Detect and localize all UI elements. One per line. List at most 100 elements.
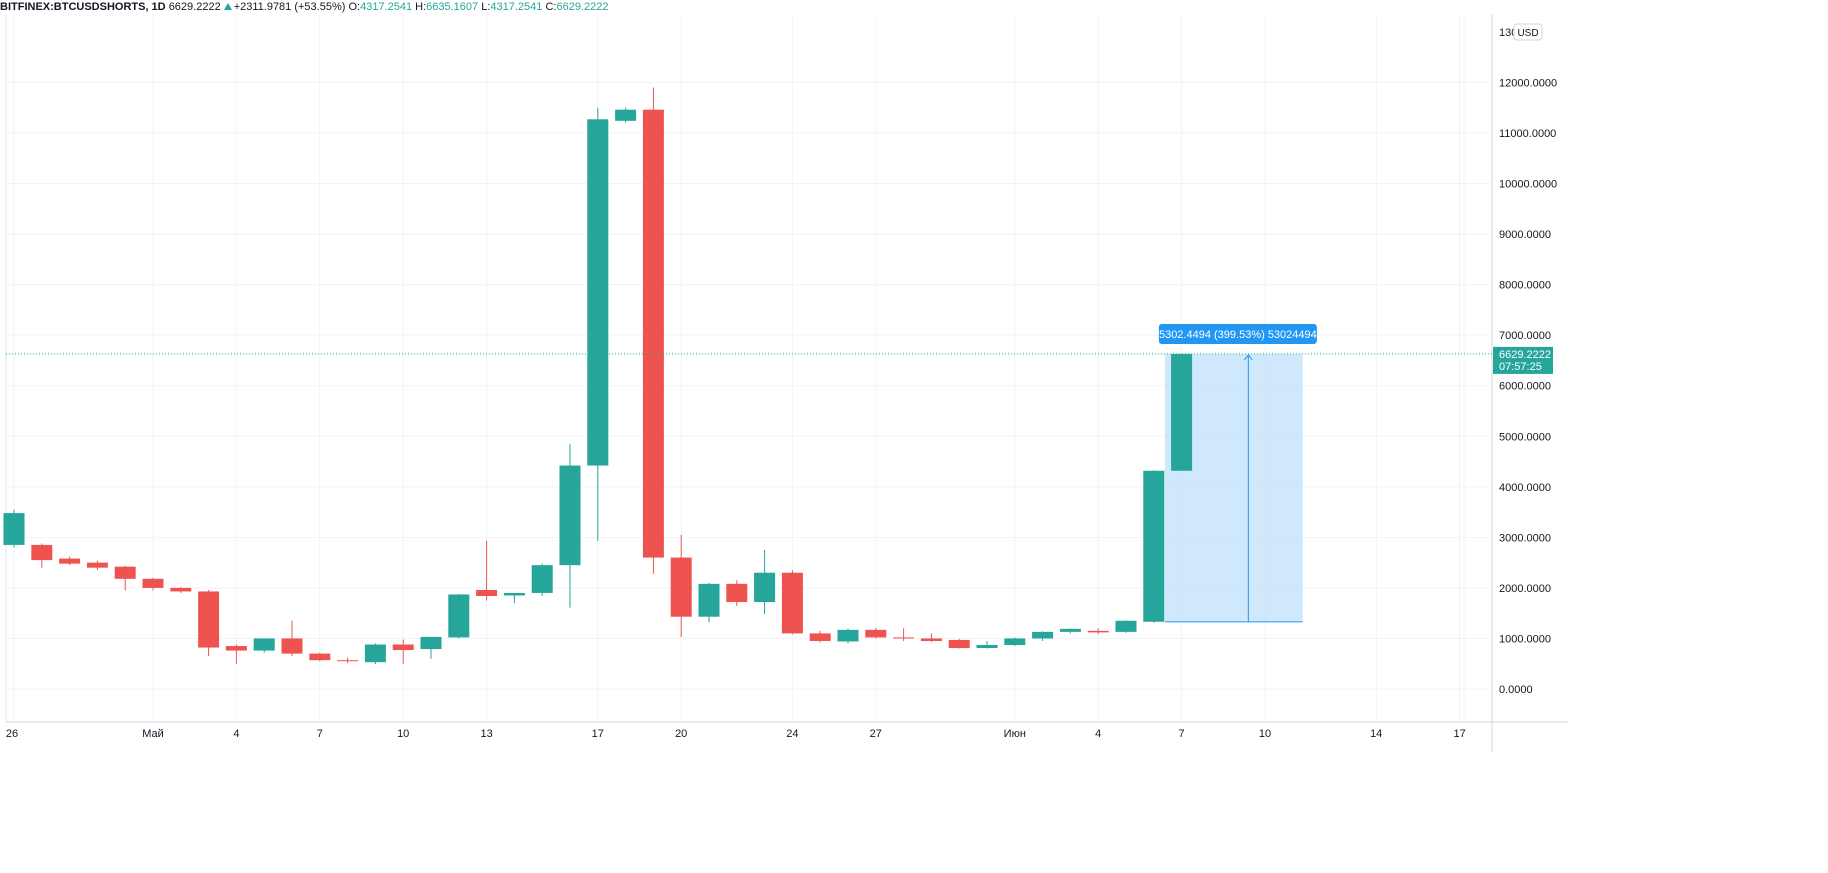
close-value: 6629.2222 <box>556 1 609 13</box>
candle-body <box>1143 470 1165 622</box>
high-label: H: <box>415 1 427 13</box>
low-value: 4317.2541 <box>490 1 543 13</box>
time-tick-label: 27 <box>870 728 882 740</box>
candle-body <box>31 544 53 561</box>
candle-body <box>809 633 831 641</box>
change-value: +2311.9781 (+53.55%) <box>233 1 346 13</box>
time-tick-label: 10 <box>1259 728 1271 740</box>
candle-body <box>59 558 81 564</box>
candle-body <box>698 583 720 617</box>
candle-body <box>476 589 498 596</box>
price-tick-label: 2000.0000 <box>1499 583 1551 595</box>
price-chart[interactable]: 5302.4494 (399.53%) 53024494 12000.00001… <box>0 0 1568 752</box>
candle-body <box>142 578 164 588</box>
time-tick-label: 20 <box>675 728 687 740</box>
candle-body <box>1115 620 1137 632</box>
last-price-tag-value: 6629.2222 <box>1499 349 1551 361</box>
candle-body <box>642 109 664 558</box>
price-tick-label: 6000.0000 <box>1499 381 1551 393</box>
candle-body <box>3 513 25 545</box>
candle-body <box>503 592 525 596</box>
time-tick-label: 17 <box>1453 728 1465 740</box>
price-tick-label: 7000.0000 <box>1499 330 1551 342</box>
candle-body <box>893 637 915 639</box>
candle-body <box>392 644 414 651</box>
measurement-label: 5302.4494 (399.53%) 53024494 <box>1159 329 1317 341</box>
candle-body <box>754 572 776 603</box>
price-tick-label: 9000.0000 <box>1499 229 1551 241</box>
price-tick-label-top: 130 <box>1499 27 1517 39</box>
candle-body <box>170 587 192 592</box>
price-tick-label: 10000.0000 <box>1499 179 1557 191</box>
candle-body <box>1171 353 1193 471</box>
close-label: C: <box>545 1 557 13</box>
candle-body <box>1087 630 1109 633</box>
candle-body <box>976 645 998 649</box>
candle-body <box>1004 638 1026 646</box>
candle-body <box>587 119 609 466</box>
candle-body <box>559 465 581 566</box>
candle-body <box>1032 631 1054 639</box>
countdown-label: 07:57:25 <box>1499 361 1542 373</box>
price-tick-label: 3000.0000 <box>1499 532 1551 544</box>
open-label: O: <box>348 1 361 13</box>
time-tick-label: Июн <box>1004 728 1026 740</box>
candle-body <box>337 660 359 662</box>
time-axis[interactable]: 26 Май 4 7 10 13 17 20 24 27 Июн 4 7 10 14 17 <box>6 728 1466 740</box>
price-tick-label: 12000.0000 <box>1499 77 1557 89</box>
last-price-value: 6629.2222 <box>168 1 221 13</box>
time-tick-label: 24 <box>786 728 798 740</box>
arrow-up-icon <box>1243 354 1253 361</box>
candle-body <box>615 109 637 121</box>
candle-body <box>86 562 108 568</box>
price-tick-label: 4000.0000 <box>1499 482 1551 494</box>
measurement-label-box <box>1158 324 1317 344</box>
currency-label: USD <box>1517 28 1538 39</box>
time-tick-label: 14 <box>1370 728 1382 740</box>
time-tick-label: 4 <box>1095 728 1101 740</box>
open-value: 4317.2541 <box>360 1 413 13</box>
candle-body <box>1059 628 1081 632</box>
candle-body <box>920 638 942 641</box>
candle-body <box>114 566 136 579</box>
up-triangle-icon <box>223 3 232 10</box>
time-tick-label: 4 <box>233 728 239 740</box>
time-tick-label: 17 <box>592 728 604 740</box>
high-value: 6635.1607 <box>426 1 479 13</box>
candle-body <box>865 629 887 638</box>
candle-body <box>531 565 553 593</box>
price-tick-label: 1000.0000 <box>1499 633 1551 645</box>
candle-body <box>225 646 247 651</box>
price-axis[interactable]: 12000.0000 11000.0000 10000.0000 9000.0000 8… <box>1493 23 1557 696</box>
candle-body <box>781 572 803 634</box>
candle-body <box>670 557 692 617</box>
chart-overlay: 5302.4494 (399.53%) 53024494 <box>6 324 1492 622</box>
grid-lines <box>5 14 1568 752</box>
candles-group <box>3 87 1193 665</box>
symbol-label: BITFINEX:BTCUSDSHORTS, 1D <box>0 1 166 13</box>
currency-badge[interactable] <box>1513 23 1543 41</box>
candle-body <box>420 636 442 650</box>
time-tick-label: 7 <box>1179 728 1185 740</box>
price-tick-label: 0.0000 <box>1499 684 1533 696</box>
time-tick-label: 10 <box>397 728 409 740</box>
candle-body <box>448 594 470 638</box>
candle-body <box>364 644 386 663</box>
price-tick-label: 8000.0000 <box>1499 280 1551 292</box>
time-tick-label: 26 <box>6 728 18 740</box>
candle-body <box>309 653 331 661</box>
candle-body <box>726 583 748 603</box>
candle-body <box>837 629 859 642</box>
time-tick-label: 7 <box>317 728 323 740</box>
price-tick-label: 5000.0000 <box>1499 431 1551 443</box>
chart-legend: BITFINEX:BTCUSDSHORTS, 1D 6629.2222 +2311… <box>0 0 608 14</box>
price-tick-label: 11000.0000 <box>1499 128 1556 140</box>
candle-body <box>253 638 275 651</box>
candle-body <box>281 638 303 654</box>
time-tick-label: Май <box>142 728 164 740</box>
candle-body <box>948 639 970 649</box>
low-label: L: <box>481 1 491 13</box>
last-price-tag <box>1493 346 1553 374</box>
time-tick-label: 13 <box>480 728 492 740</box>
candle-body <box>198 591 220 648</box>
